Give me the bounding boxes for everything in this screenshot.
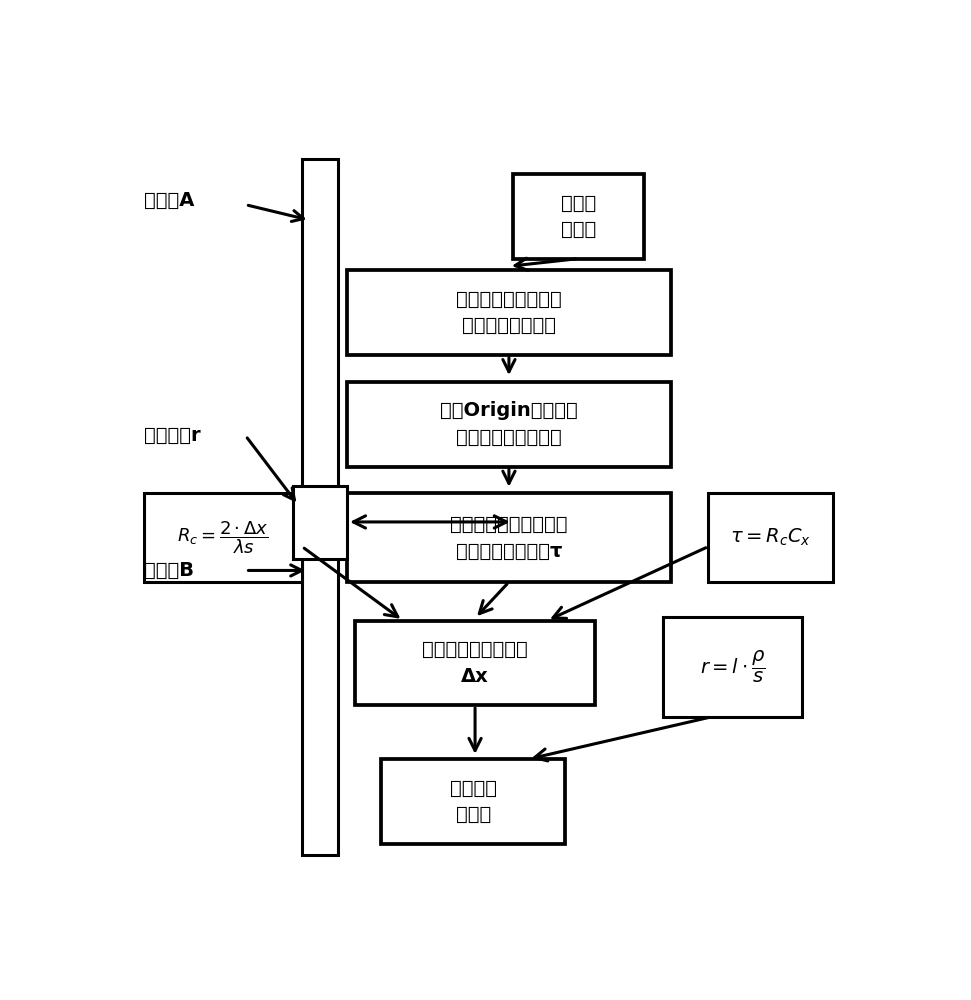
Bar <box>354 620 595 705</box>
Bar <box>513 174 645 259</box>
Bar <box>381 759 565 844</box>
Bar <box>348 270 671 355</box>
Text: 接触电阻r: 接触电阻r <box>144 426 201 445</box>
Text: 元件某一点的一段时
间的温度监测数据: 元件某一点的一段时 间的温度监测数据 <box>456 290 562 335</box>
Bar <box>348 382 671 466</box>
Text: $r = l \cdot \dfrac{\rho}{s}$: $r = l \cdot \dfrac{\rho}{s}$ <box>700 649 765 685</box>
Bar <box>663 617 802 717</box>
Text: 使用Origin软件绘制
此点的温度响应曲线: 使用Origin软件绘制 此点的温度响应曲线 <box>440 401 578 447</box>
Text: 接触电阻的等效长度
Δx: 接触电阻的等效长度 Δx <box>422 640 528 686</box>
Bar <box>302 159 338 855</box>
Text: $R_c = \dfrac{2 \cdot \Delta x}{\lambda s}$: $R_c = \dfrac{2 \cdot \Delta x}{\lambda … <box>178 519 269 556</box>
Bar <box>293 486 348 559</box>
Bar <box>144 493 302 582</box>
Text: $\tau = R_c C_x$: $\tau = R_c C_x$ <box>730 527 811 548</box>
Text: 导体段A: 导体段A <box>144 191 194 210</box>
Bar <box>709 493 832 582</box>
Text: 得到接触
电阻值: 得到接触 电阻值 <box>450 779 497 824</box>
Text: 温度监
测系统: 温度监 测系统 <box>561 194 596 239</box>
Text: 导体段B: 导体段B <box>144 561 194 580</box>
Bar <box>348 493 671 582</box>
Text: 得到此曲线上升阶段响
应曲线的时间常数τ: 得到此曲线上升阶段响 应曲线的时间常数τ <box>451 515 568 560</box>
